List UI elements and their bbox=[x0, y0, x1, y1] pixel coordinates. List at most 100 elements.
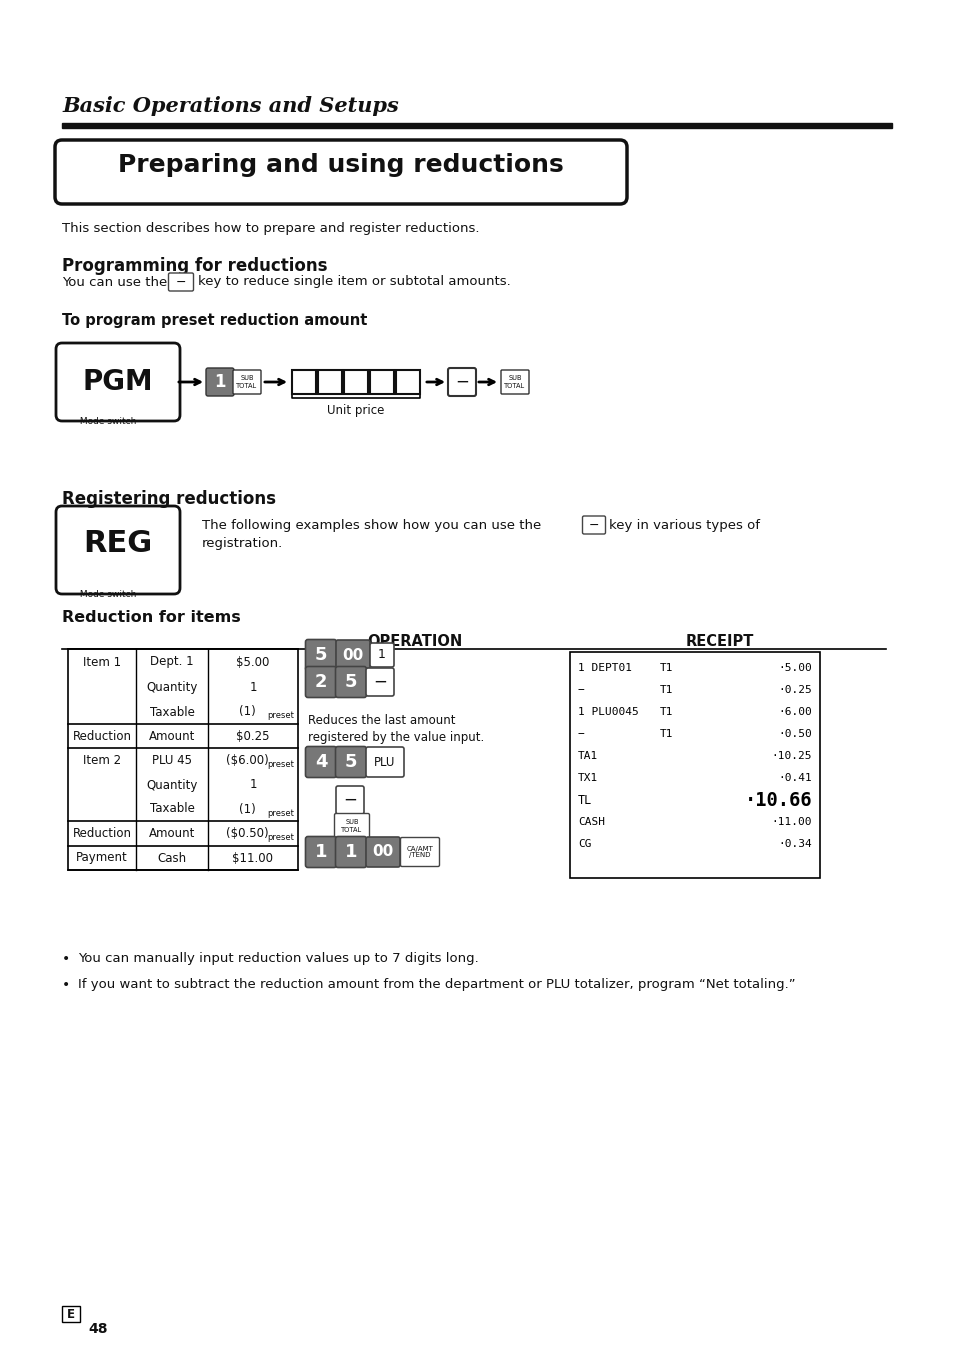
Text: Amount: Amount bbox=[149, 729, 195, 742]
Text: If you want to subtract the reduction amount from the department or PLU totalize: If you want to subtract the reduction am… bbox=[78, 977, 795, 991]
Text: Reduction: Reduction bbox=[72, 729, 132, 742]
Text: $5.00: $5.00 bbox=[236, 656, 270, 668]
FancyBboxPatch shape bbox=[305, 747, 336, 778]
Text: ($0.50): ($0.50) bbox=[226, 828, 268, 840]
FancyBboxPatch shape bbox=[56, 343, 180, 421]
Text: ·0.41: ·0.41 bbox=[778, 774, 811, 783]
Text: SUB
TOTAL: SUB TOTAL bbox=[236, 375, 257, 389]
Text: 5: 5 bbox=[344, 674, 356, 691]
Text: Quantity: Quantity bbox=[146, 680, 197, 694]
Text: Unit price: Unit price bbox=[327, 404, 384, 417]
Text: Preparing and using reductions: Preparing and using reductions bbox=[118, 153, 563, 177]
Text: T1: T1 bbox=[659, 729, 673, 738]
Text: 5: 5 bbox=[344, 753, 356, 771]
Text: ·10.66: ·10.66 bbox=[743, 791, 811, 810]
Text: 1: 1 bbox=[249, 680, 256, 694]
Text: 5: 5 bbox=[314, 647, 327, 664]
Bar bbox=[62, 1305, 80, 1322]
FancyBboxPatch shape bbox=[582, 516, 605, 535]
Text: T1: T1 bbox=[659, 707, 673, 717]
Text: −: − bbox=[373, 674, 387, 691]
Bar bbox=[370, 370, 394, 394]
Text: SUB
TOTAL: SUB TOTAL bbox=[341, 819, 362, 833]
FancyBboxPatch shape bbox=[335, 640, 370, 670]
Text: 4: 4 bbox=[314, 753, 327, 771]
Text: Item 2: Item 2 bbox=[83, 755, 121, 767]
Text: Cash: Cash bbox=[157, 852, 187, 864]
Text: ·0.25: ·0.25 bbox=[778, 684, 811, 695]
Text: 1 DEPT01: 1 DEPT01 bbox=[578, 663, 631, 674]
Bar bbox=[292, 370, 315, 394]
Bar bbox=[62, 123, 891, 128]
Text: PLU: PLU bbox=[374, 756, 395, 768]
Bar bbox=[317, 370, 341, 394]
Text: OPERATION: OPERATION bbox=[367, 634, 462, 649]
Text: −: − bbox=[578, 684, 584, 695]
Text: $0.25: $0.25 bbox=[236, 729, 270, 742]
Text: The following examples show how you can use the: The following examples show how you can … bbox=[202, 518, 540, 532]
FancyBboxPatch shape bbox=[370, 643, 394, 667]
FancyBboxPatch shape bbox=[335, 667, 366, 698]
Text: CASH: CASH bbox=[578, 817, 604, 828]
Text: To program preset reduction amount: To program preset reduction amount bbox=[62, 313, 367, 328]
Text: 00: 00 bbox=[372, 845, 394, 860]
Text: ·11.00: ·11.00 bbox=[771, 817, 811, 828]
Text: Basic Operations and Setups: Basic Operations and Setups bbox=[62, 96, 398, 116]
Bar bbox=[68, 649, 297, 869]
FancyBboxPatch shape bbox=[366, 668, 394, 697]
Text: −: − bbox=[588, 518, 598, 532]
FancyBboxPatch shape bbox=[400, 837, 439, 867]
Text: registration.: registration. bbox=[202, 537, 283, 549]
Text: ·5.00: ·5.00 bbox=[778, 663, 811, 674]
Text: $11.00: $11.00 bbox=[233, 852, 274, 864]
Text: CA/AMT
/TEND: CA/AMT /TEND bbox=[406, 845, 433, 859]
Text: — Mode switch —: — Mode switch — bbox=[68, 590, 148, 599]
Text: 1: 1 bbox=[249, 779, 256, 791]
FancyBboxPatch shape bbox=[448, 369, 476, 396]
FancyBboxPatch shape bbox=[366, 837, 399, 867]
Text: Amount: Amount bbox=[149, 828, 195, 840]
Text: ($6.00): ($6.00) bbox=[226, 755, 268, 767]
Text: T1: T1 bbox=[659, 663, 673, 674]
Text: You can manually input reduction values up to 7 digits long.: You can manually input reduction values … bbox=[78, 952, 478, 965]
FancyBboxPatch shape bbox=[335, 747, 366, 778]
Text: Item 1: Item 1 bbox=[83, 656, 121, 668]
Text: TA1: TA1 bbox=[578, 751, 598, 761]
Text: 1 PLU0045: 1 PLU0045 bbox=[578, 707, 639, 717]
Text: ·10.25: ·10.25 bbox=[771, 751, 811, 761]
FancyBboxPatch shape bbox=[335, 786, 364, 814]
Bar bbox=[344, 370, 368, 394]
Text: key in various types of: key in various types of bbox=[608, 518, 760, 532]
Text: −: − bbox=[455, 373, 469, 391]
Text: This section describes how to prepare and register reductions.: This section describes how to prepare an… bbox=[62, 221, 479, 235]
Text: ·0.34: ·0.34 bbox=[778, 838, 811, 849]
FancyBboxPatch shape bbox=[366, 747, 403, 778]
Text: PLU 45: PLU 45 bbox=[152, 755, 192, 767]
Text: RECEIPT: RECEIPT bbox=[685, 634, 754, 649]
Text: •: • bbox=[62, 952, 71, 967]
Bar bbox=[395, 370, 419, 394]
FancyBboxPatch shape bbox=[305, 837, 336, 868]
FancyBboxPatch shape bbox=[55, 140, 626, 204]
Text: T1: T1 bbox=[659, 684, 673, 695]
FancyBboxPatch shape bbox=[335, 814, 369, 838]
Text: Dept. 1: Dept. 1 bbox=[150, 656, 193, 668]
FancyBboxPatch shape bbox=[305, 667, 336, 698]
FancyBboxPatch shape bbox=[233, 370, 261, 394]
Text: ·0.50: ·0.50 bbox=[778, 729, 811, 738]
FancyBboxPatch shape bbox=[500, 370, 529, 394]
Text: CG: CG bbox=[578, 838, 591, 849]
Text: Registering reductions: Registering reductions bbox=[62, 490, 275, 508]
Text: REG: REG bbox=[83, 529, 152, 559]
Text: PGM: PGM bbox=[83, 369, 153, 396]
Text: −: − bbox=[578, 729, 584, 738]
Text: 1: 1 bbox=[377, 648, 386, 662]
Text: (1): (1) bbox=[238, 706, 255, 718]
FancyBboxPatch shape bbox=[335, 837, 366, 868]
Text: 48: 48 bbox=[88, 1322, 108, 1336]
Text: E: E bbox=[67, 1308, 75, 1320]
Text: TX1: TX1 bbox=[578, 774, 598, 783]
Text: 00: 00 bbox=[342, 648, 363, 663]
Text: −: − bbox=[343, 791, 356, 809]
FancyBboxPatch shape bbox=[206, 369, 233, 396]
